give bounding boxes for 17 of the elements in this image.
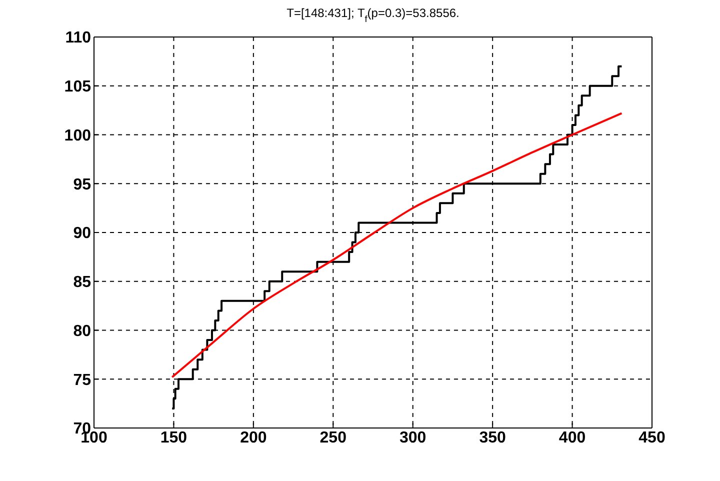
y-tick-label: 85 — [73, 274, 92, 292]
x-tick-label: 350 — [479, 429, 506, 446]
line-series — [171, 112, 623, 378]
y-tick-label: 80 — [73, 322, 92, 340]
x-tick-label: 250 — [320, 429, 347, 446]
x-tick-label: 400 — [558, 429, 586, 446]
y-tick-label: 105 — [64, 78, 92, 96]
y-tick-label: 90 — [73, 225, 92, 242]
y-tick-label: 75 — [73, 372, 92, 389]
x-tick-label: 150 — [160, 429, 188, 446]
y-tick-label: 95 — [73, 176, 92, 194]
y-tick-label: 110 — [65, 30, 92, 47]
x-tick-label: 300 — [400, 429, 426, 446]
x-tick-label: 450 — [638, 429, 666, 446]
chart-title: T=[148:431]; T$_{f}$(p=0.3)=53.8556. — [286, 6, 460, 24]
x-tick-label: 200 — [240, 429, 267, 446]
y-tick-label: 100 — [64, 127, 92, 144]
